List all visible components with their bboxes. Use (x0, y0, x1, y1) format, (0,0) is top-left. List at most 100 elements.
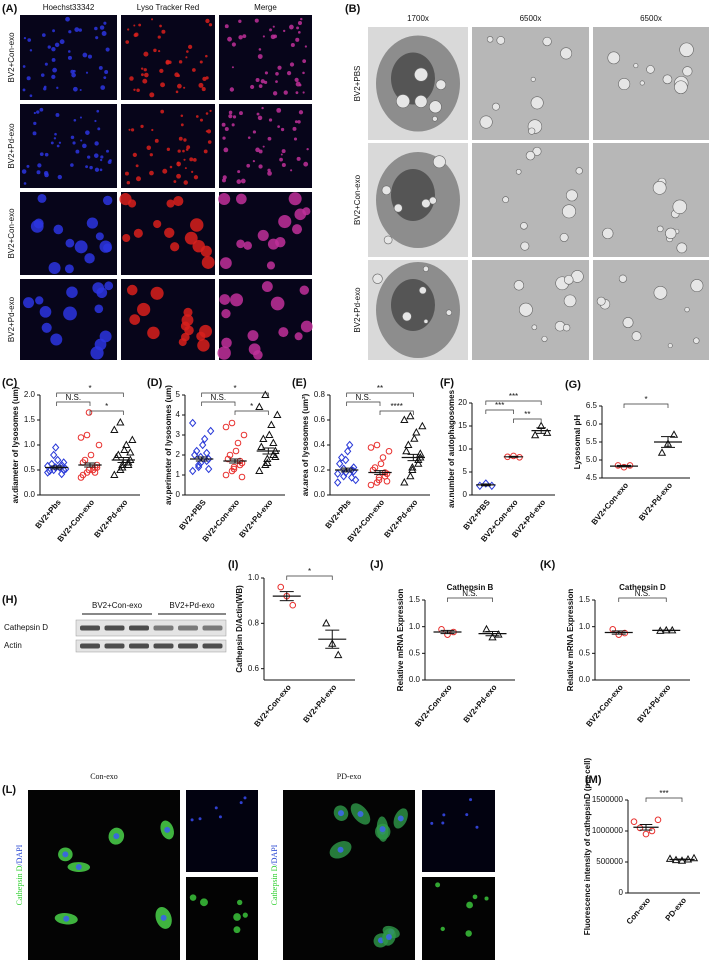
cell (160, 109, 165, 114)
cell (58, 141, 62, 144)
cell (281, 149, 286, 154)
cell (80, 139, 83, 142)
micrograph (593, 143, 709, 257)
vacuole (656, 225, 664, 233)
cell (221, 337, 232, 349)
cell (247, 136, 251, 139)
micrograph (28, 790, 180, 960)
cell (72, 141, 76, 145)
data-point (124, 460, 133, 468)
vacuole (674, 80, 688, 94)
cell (59, 39, 65, 45)
cell (94, 26, 98, 31)
vacuole (690, 279, 704, 293)
data-point (52, 443, 60, 452)
cell (272, 25, 275, 28)
data-point (255, 402, 264, 410)
y-axis-label: Fluorescence intensity of cathepsinD (pe… (583, 757, 592, 935)
cell (159, 24, 162, 28)
cell (41, 33, 46, 37)
y-tick-label: 3 (176, 430, 181, 439)
vacuole (432, 155, 446, 169)
vacuole (672, 199, 687, 214)
nucleus (391, 279, 435, 331)
y-tick-label: 2.0 (24, 390, 36, 399)
cell (130, 128, 135, 132)
cell (27, 38, 32, 42)
vacuole (607, 51, 621, 65)
data-point (406, 471, 415, 480)
cell (154, 138, 159, 143)
significance-label: *** (509, 392, 518, 401)
cell (147, 326, 160, 340)
cell (231, 66, 234, 69)
row-label: BV2+Pd-exo (353, 287, 362, 333)
stain-green: Cathepsin D (270, 865, 279, 905)
data-point (348, 473, 356, 482)
x-tick-label: BV2+PBS (177, 497, 208, 531)
cell (269, 28, 273, 32)
cell (238, 19, 242, 23)
data-point (222, 471, 230, 479)
nucleus (337, 810, 344, 817)
cell (22, 88, 26, 92)
cell (94, 338, 107, 351)
x-tick-label: BV2+Pd-exo (382, 498, 419, 540)
vacuole (496, 36, 506, 45)
cell (440, 926, 445, 932)
data-point (122, 440, 131, 448)
cell (302, 71, 305, 75)
cell (94, 119, 97, 123)
cell (177, 164, 180, 167)
vacuole (402, 311, 412, 322)
y-tick-label: 1.5 (409, 595, 421, 604)
cell (255, 147, 260, 153)
y-axis-label: av.number of autophagosomes (447, 389, 456, 508)
cell (166, 199, 175, 208)
data-point (205, 464, 213, 474)
cell (142, 78, 148, 84)
data-point (383, 477, 391, 485)
cell (144, 72, 149, 78)
nucleus (379, 826, 386, 833)
vacuole (563, 294, 577, 308)
cell (177, 149, 181, 153)
cell (51, 74, 56, 80)
data-point (205, 454, 213, 464)
y-tick-label: 0.4 (314, 440, 326, 449)
cell (140, 124, 144, 129)
row-label: BV2+Con-exo (353, 174, 362, 225)
y-tick-label: 0.6 (314, 415, 326, 424)
cell (101, 31, 107, 36)
blot-band (80, 643, 100, 649)
cell (290, 169, 293, 172)
panel-label: (K) (540, 559, 556, 571)
cell (219, 294, 231, 305)
cell (39, 107, 44, 112)
cell (125, 40, 130, 44)
nucleus (239, 801, 243, 805)
row-label: BV2+Pd-exo (7, 123, 16, 169)
cell (227, 36, 232, 42)
data-point (230, 463, 238, 471)
cell (53, 137, 57, 140)
cell (199, 60, 203, 64)
data-point (236, 461, 244, 469)
x-tick-label: BV2+Con-exo (584, 683, 625, 729)
x-tick-label: BV2+Con-exo (252, 683, 293, 729)
y-tick-label: 0.2 (314, 465, 326, 474)
cell (465, 930, 472, 937)
cell (36, 170, 41, 175)
nucleus (62, 851, 69, 858)
nucleus (441, 821, 445, 825)
cell (258, 164, 263, 169)
vacuole (602, 227, 614, 240)
vacuole (423, 318, 429, 324)
vacuole (421, 198, 431, 209)
data-point (230, 465, 238, 473)
data-point (375, 476, 383, 484)
cell (202, 76, 207, 82)
row-label: BV2+PBS (353, 66, 362, 102)
cell (73, 86, 78, 92)
vacuole (676, 242, 688, 254)
